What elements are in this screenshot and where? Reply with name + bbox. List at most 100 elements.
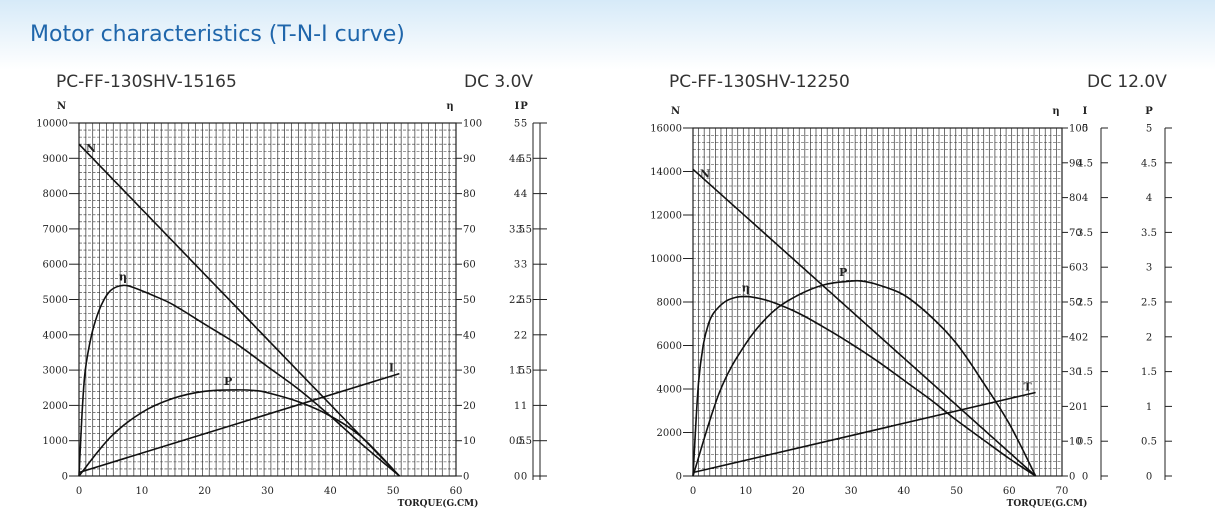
left-axis-tick-label: 6000 xyxy=(43,260,68,271)
left-axis-tick-label: 9000 xyxy=(43,154,68,165)
right-axis-tick-label: 90 xyxy=(1069,158,1082,169)
right-axis-tick-label: 1.5 xyxy=(1141,367,1157,378)
right-axis-tick-label: 0 xyxy=(1146,472,1152,483)
right-axis-tick-label: 2 xyxy=(1146,332,1152,343)
right-axis-tick-label: 3 xyxy=(1082,263,1088,274)
left-axis-tick-label: 12000 xyxy=(650,211,682,222)
right-axis-tick-label: 50 xyxy=(463,295,476,306)
chart1-model-label: PC-FF-130SHV-15165 xyxy=(56,72,237,92)
right-axis-tick-label: 0.5 xyxy=(516,436,532,447)
right-axis-tick-label: 3.5 xyxy=(1141,228,1157,239)
right-axis-tick-label: 2 xyxy=(1082,332,1088,343)
right-axis-tick-label: 5 xyxy=(1082,124,1088,135)
left-axis-tick-label: 2000 xyxy=(657,428,682,439)
left-axis-tick-label: 5000 xyxy=(43,295,68,306)
right-axis-label: I xyxy=(1083,106,1088,117)
right-axis-tick-label: 3.5 xyxy=(516,224,532,235)
right-axis-tick-label: 0.5 xyxy=(1141,437,1157,448)
left-axis-tick-label: 1000 xyxy=(43,436,68,447)
right-axis-tick-label: 80 xyxy=(1069,193,1082,204)
series-label-I: T xyxy=(1024,380,1033,393)
x-axis-tick-label: 0 xyxy=(76,486,82,497)
right-axis-tick-label: 0 xyxy=(1069,472,1075,483)
left-axis-tick-label: 2000 xyxy=(43,401,68,412)
x-axis-tick-label: 60 xyxy=(450,486,463,497)
series-label-N: N xyxy=(86,142,96,155)
right-axis-tick-label: 0 xyxy=(521,472,527,483)
x-axis-tick-label: 30 xyxy=(261,486,274,497)
right-axis-tick-label: 40 xyxy=(463,330,476,341)
right-axis-tick-label: 0 xyxy=(463,472,469,483)
right-axis-tick-label: 0 xyxy=(1082,472,1088,483)
right-axis-tick-label: 1 xyxy=(1146,402,1152,413)
series-label-eta: η xyxy=(742,281,750,294)
x-axis-tick-label: 30 xyxy=(845,486,858,497)
right-axis-tick-label: 30 xyxy=(463,366,476,377)
x-axis-label: TORQUE(G.CM) xyxy=(398,498,479,509)
right-axis-tick-label: 4.5 xyxy=(516,154,532,165)
x-axis-tick-label: 10 xyxy=(739,486,752,497)
right-axis-tick-label: 30 xyxy=(1069,367,1082,378)
right-axis-tick-label: 5 xyxy=(521,119,527,130)
page-title: Motor characteristics (T-N-I curve) xyxy=(30,22,405,47)
left-axis-tick-label: 3000 xyxy=(43,366,68,377)
right-axis-tick-label: 5 xyxy=(514,119,520,130)
x-axis-tick-label: 20 xyxy=(792,486,805,497)
right-axis-tick-label: 4.5 xyxy=(1077,158,1093,169)
right-axis-tick-label: 2.5 xyxy=(1077,298,1093,309)
right-axis-tick-label: 1 xyxy=(1082,402,1088,413)
left-axis-tick-label: 6000 xyxy=(657,341,682,352)
series-line-N xyxy=(78,143,400,477)
right-axis-tick-label: 1.5 xyxy=(509,366,525,377)
right-axis-tick-label: 2 xyxy=(514,330,520,341)
x-axis-tick-label: 50 xyxy=(950,486,963,497)
left-axis-tick-label: 7000 xyxy=(43,224,68,235)
right-axis-tick-label: 70 xyxy=(1069,228,1082,239)
left-axis-tick-label: 8000 xyxy=(43,189,68,200)
series-label-I: I xyxy=(389,362,394,375)
right-axis-tick-label: 0.5 xyxy=(1077,437,1093,448)
series-label-eta: η xyxy=(119,270,127,283)
right-axis-tick-label: 1.5 xyxy=(1077,367,1093,378)
left-axis-label: N xyxy=(57,101,66,112)
right-axis-tick-label: 2 xyxy=(521,330,527,341)
right-axis-label: I xyxy=(515,101,520,112)
right-axis-label: η xyxy=(1052,106,1059,117)
left-axis-tick-label: 4000 xyxy=(43,330,68,341)
right-axis-tick-label: 40 xyxy=(1069,332,1082,343)
right-axis-tick-label: 60 xyxy=(463,260,476,271)
right-axis-label: η xyxy=(446,101,453,112)
x-axis-tick-label: 70 xyxy=(1056,486,1069,497)
series-line-P xyxy=(78,389,400,477)
x-axis-tick-label: 40 xyxy=(897,486,910,497)
right-axis-tick-label: 4 xyxy=(514,189,520,200)
right-axis-tick-label: 1 xyxy=(514,401,520,412)
right-axis-tick-label: 60 xyxy=(1069,263,1082,274)
series-label-N: N xyxy=(700,167,710,180)
right-axis-tick-label: 1 xyxy=(521,401,527,412)
right-axis-tick-label: 90 xyxy=(463,154,476,165)
right-axis-tick-label: 4 xyxy=(1146,193,1152,204)
left-axis-label: N xyxy=(671,106,680,117)
x-axis-tick-label: 0 xyxy=(690,486,696,497)
right-axis-tick-label: 10 xyxy=(463,436,476,447)
right-axis-tick-label: 0.5 xyxy=(509,436,525,447)
right-axis-tick-label: 10 xyxy=(1069,437,1082,448)
right-axis-tick-label: 4 xyxy=(521,189,527,200)
right-axis-tick-label: 3.5 xyxy=(1077,228,1093,239)
chart2-model-label: PC-FF-130SHV-12250 xyxy=(669,72,850,92)
right-axis-tick-label: 100 xyxy=(463,119,482,130)
series-line-I xyxy=(78,372,400,474)
right-axis-tick-label: 5 xyxy=(1146,124,1152,135)
left-axis-tick-label: 8000 xyxy=(657,298,682,309)
chart1-voltage-label: DC 3.0V xyxy=(464,72,534,92)
left-axis-tick-label: 10000 xyxy=(36,119,68,130)
right-axis-tick-label: 3 xyxy=(521,260,527,271)
left-axis-tick-label: 0 xyxy=(62,472,68,483)
series-line-N xyxy=(692,168,1037,477)
chart2-voltage-label: DC 12.0V xyxy=(1087,72,1167,92)
x-axis-tick-label: 20 xyxy=(198,486,211,497)
series-line-P xyxy=(692,279,1037,477)
right-axis-tick-label: 1.5 xyxy=(516,366,532,377)
